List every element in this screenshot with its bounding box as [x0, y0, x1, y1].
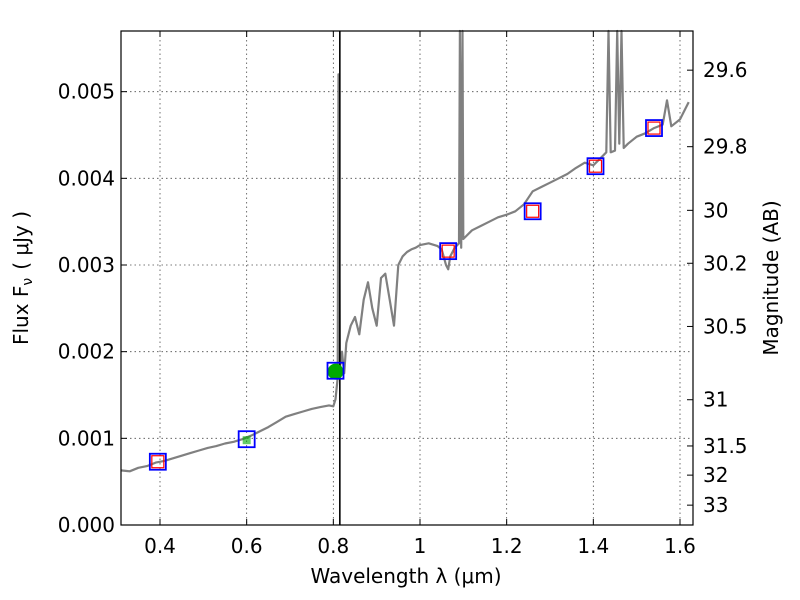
- upper-limit-marker-4: [647, 121, 661, 135]
- y-axis-title-main: Flux F: [9, 286, 33, 345]
- x-tick-label-5: 1.4: [577, 534, 609, 558]
- upper-limit-marker-1: [441, 244, 455, 258]
- right-tick-label-8: 33: [703, 493, 728, 517]
- photometry-box-5: [586, 157, 605, 176]
- spectrum-line: [120, 29, 690, 473]
- x-tick-label-4: 1.2: [491, 534, 523, 558]
- detection-marker-1: [242, 436, 251, 445]
- detection-marker-0: [327, 363, 344, 380]
- upper-limit-marker-0: [151, 455, 165, 469]
- y-axis-title-units: ( μJy ): [9, 211, 33, 270]
- x-tick-label-1: 0.6: [231, 534, 263, 558]
- right-tick-label-5: 31: [703, 388, 728, 412]
- plot-frame: [120, 30, 694, 526]
- axis-ticks: 0.4 0.6 0.8 1 1.2 1.4 1.6 0.000 0.001 0.002 0.003 0…: [58, 31, 748, 558]
- right-tick-label-3: 30.2: [703, 251, 748, 275]
- right-tick-label-6: 31.5: [703, 434, 748, 458]
- y-axis-title: Flux Fν ( μJy ): [9, 211, 36, 345]
- right-tick-label-1: 29.8: [703, 135, 748, 159]
- right-axis-title: Magnitude (AB): [759, 200, 783, 355]
- photometry-box-6: [645, 119, 663, 137]
- right-tick-label-2: 30: [703, 198, 728, 222]
- right-tick-label-0: 29.6: [703, 58, 748, 82]
- photometry-box-0: [148, 452, 167, 471]
- x-tick-label-0: 0.4: [144, 534, 176, 558]
- data-series: [120, 29, 690, 525]
- photometry-box-2: [326, 361, 345, 380]
- x-tick-label-2: 0.8: [317, 534, 349, 558]
- photometry-box-1: [237, 430, 256, 449]
- y-tick-label-2: 0.002: [58, 340, 115, 364]
- y-tick-label-0: 0.000: [58, 513, 115, 537]
- x-axis-title: Wavelength λ (μm): [310, 564, 501, 588]
- y-tick-label-4: 0.004: [58, 166, 115, 190]
- x-tick-label-6: 1.6: [664, 534, 696, 558]
- photometry-box-4: [523, 202, 542, 221]
- photometry-box-3: [439, 242, 458, 261]
- right-tick-label-4: 30.5: [703, 314, 748, 338]
- y-tick-label-5: 0.005: [58, 80, 115, 104]
- upper-limit-marker-3: [588, 159, 603, 173]
- y-axis-title-sub: ν: [20, 278, 36, 286]
- y-tick-label-3: 0.003: [58, 253, 115, 277]
- data-markers: [148, 119, 663, 471]
- upper-limit-marker-2: [526, 204, 540, 218]
- y-tick-label-1: 0.001: [58, 426, 115, 450]
- right-tick-label-7: 32: [703, 463, 728, 487]
- x-tick-label-3: 1: [414, 534, 427, 558]
